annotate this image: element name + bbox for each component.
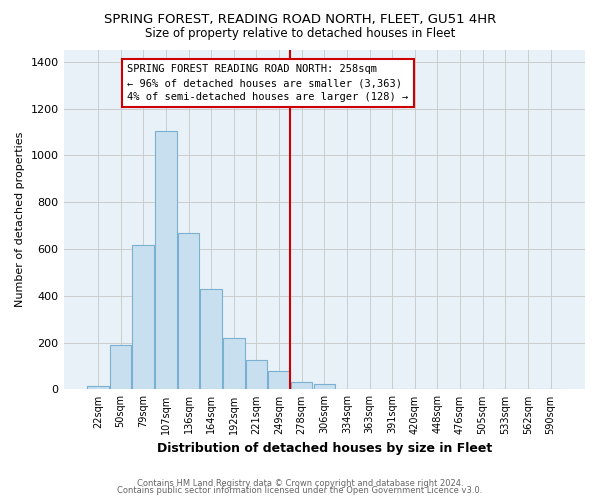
Bar: [110, 345, 131, 390]
Bar: [314, 384, 335, 390]
Bar: [155, 131, 176, 390]
X-axis label: Distribution of detached houses by size in Fleet: Distribution of detached houses by size …: [157, 442, 492, 455]
Bar: [245, 360, 267, 390]
Bar: [178, 232, 199, 390]
Bar: [200, 289, 222, 390]
Bar: [133, 246, 154, 390]
Text: SPRING FOREST, READING ROAD NORTH, FLEET, GU51 4HR: SPRING FOREST, READING ROAD NORTH, FLEET…: [104, 12, 496, 26]
Text: Contains public sector information licensed under the Open Government Licence v3: Contains public sector information licen…: [118, 486, 482, 495]
Bar: [87, 386, 109, 390]
Bar: [291, 382, 313, 390]
Y-axis label: Number of detached properties: Number of detached properties: [15, 132, 25, 308]
Bar: [268, 370, 290, 390]
Text: SPRING FOREST READING ROAD NORTH: 258sqm
← 96% of detached houses are smaller (3: SPRING FOREST READING ROAD NORTH: 258sqm…: [127, 64, 409, 102]
Bar: [223, 338, 245, 390]
Text: Size of property relative to detached houses in Fleet: Size of property relative to detached ho…: [145, 28, 455, 40]
Text: Contains HM Land Registry data © Crown copyright and database right 2024.: Contains HM Land Registry data © Crown c…: [137, 478, 463, 488]
